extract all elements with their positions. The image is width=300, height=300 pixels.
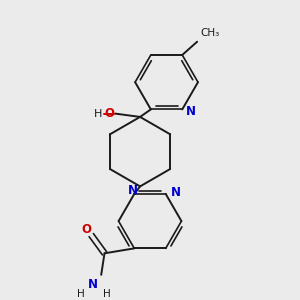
Text: N: N <box>185 105 196 118</box>
Text: O: O <box>105 107 115 120</box>
Text: H: H <box>94 109 102 118</box>
Text: N: N <box>88 278 98 291</box>
Text: H: H <box>77 289 85 299</box>
Text: H: H <box>103 289 111 299</box>
Text: N: N <box>171 186 181 199</box>
Text: CH₃: CH₃ <box>200 28 220 38</box>
Text: N: N <box>128 184 138 197</box>
Text: O: O <box>81 223 91 236</box>
